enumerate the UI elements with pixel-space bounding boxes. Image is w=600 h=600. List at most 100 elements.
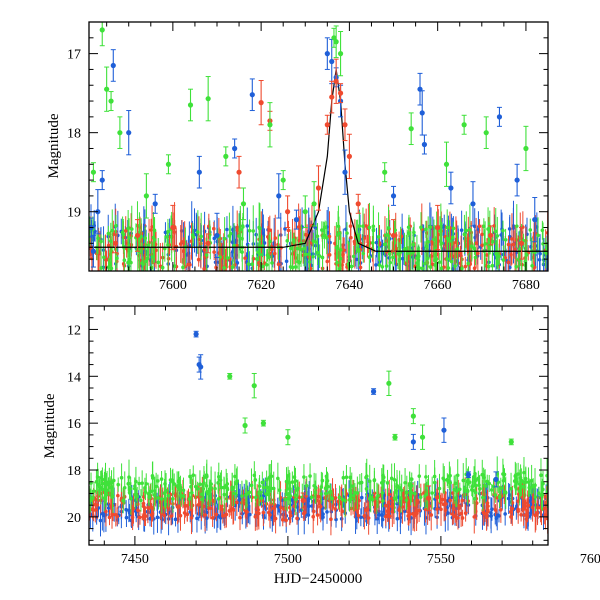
band-point <box>438 229 442 233</box>
data-point <box>355 201 361 207</box>
band-point <box>276 476 280 481</box>
band-point <box>240 250 244 254</box>
band-point <box>206 505 211 510</box>
band-point <box>201 487 206 491</box>
band-point <box>455 247 460 251</box>
band-point <box>225 256 230 260</box>
band-point <box>389 476 394 481</box>
band-point <box>495 234 500 238</box>
band-point <box>540 228 545 233</box>
data-point <box>260 420 267 426</box>
x-axis-title: HJD−2450000 <box>274 571 362 587</box>
band-point <box>476 476 481 481</box>
band-point <box>190 491 194 495</box>
band-point <box>524 253 529 257</box>
band-point <box>156 479 160 483</box>
band-point <box>330 496 335 501</box>
band-point <box>476 251 480 256</box>
band-point <box>411 242 416 247</box>
band-point <box>253 478 258 482</box>
band-point <box>333 241 337 246</box>
y-tick-label: 16 <box>67 417 81 432</box>
band-point <box>106 265 111 269</box>
band-point <box>121 498 125 503</box>
band-point <box>111 512 115 517</box>
band-point <box>423 261 427 266</box>
band-point <box>453 481 458 486</box>
band-point <box>368 495 373 499</box>
data-point <box>112 240 119 246</box>
band-point <box>437 260 442 264</box>
band-point <box>445 477 450 482</box>
band-point <box>102 255 106 260</box>
band-point <box>303 252 308 257</box>
band-point <box>301 511 306 516</box>
data-point <box>205 96 211 102</box>
band-point <box>514 224 519 228</box>
band-point <box>424 227 428 232</box>
band-point <box>323 225 327 230</box>
band-point <box>383 503 388 508</box>
data-point <box>198 364 204 370</box>
band-point <box>169 514 173 519</box>
data-point <box>370 388 377 395</box>
band-point <box>143 486 147 490</box>
band-point <box>463 511 468 515</box>
band-point <box>282 507 286 512</box>
band-point <box>477 224 482 229</box>
band-point <box>145 256 150 261</box>
band-point <box>222 265 226 270</box>
band-point <box>501 228 505 233</box>
data-point <box>470 201 476 207</box>
band-point <box>364 475 368 480</box>
band-point <box>209 486 213 490</box>
data-point <box>251 383 257 389</box>
band-point <box>482 475 486 480</box>
x-tick-label: 7450 <box>121 552 149 567</box>
band-point <box>531 483 536 488</box>
data-point <box>324 122 330 128</box>
band-point <box>121 232 126 237</box>
band-point <box>235 500 239 505</box>
data-point <box>143 193 149 199</box>
band-point <box>375 496 379 501</box>
data-point <box>267 122 273 128</box>
band-point <box>232 243 236 248</box>
band-point <box>357 498 362 503</box>
band-point <box>273 516 278 521</box>
band-point <box>286 228 291 233</box>
band-point <box>163 230 168 235</box>
band-point <box>490 239 495 244</box>
band-point <box>472 266 477 271</box>
data-point <box>285 209 291 215</box>
band-point <box>231 508 236 512</box>
band-point <box>103 474 108 478</box>
band-point <box>109 239 113 243</box>
band-point <box>525 504 530 508</box>
data-point <box>117 130 123 136</box>
band-point <box>127 481 131 486</box>
band-point <box>323 491 328 496</box>
band-point <box>268 228 272 232</box>
band-point <box>159 497 164 501</box>
band-point <box>501 258 506 262</box>
band-point <box>451 235 455 240</box>
band-point <box>453 496 458 500</box>
x-tick-label: 7680 <box>512 278 540 293</box>
band-point <box>402 247 407 251</box>
band-point <box>539 473 543 477</box>
data-point <box>285 434 291 440</box>
band-point <box>156 496 161 500</box>
band-point <box>459 511 463 516</box>
band-point <box>343 498 347 503</box>
band-point <box>107 515 112 520</box>
band-point <box>258 252 263 257</box>
data-point <box>99 27 105 33</box>
data-point <box>435 224 441 231</box>
band-point <box>233 474 237 479</box>
band-point <box>507 227 512 231</box>
band-point <box>266 492 271 497</box>
band-point <box>122 485 127 490</box>
band-point <box>418 495 423 500</box>
band-point <box>212 226 216 231</box>
